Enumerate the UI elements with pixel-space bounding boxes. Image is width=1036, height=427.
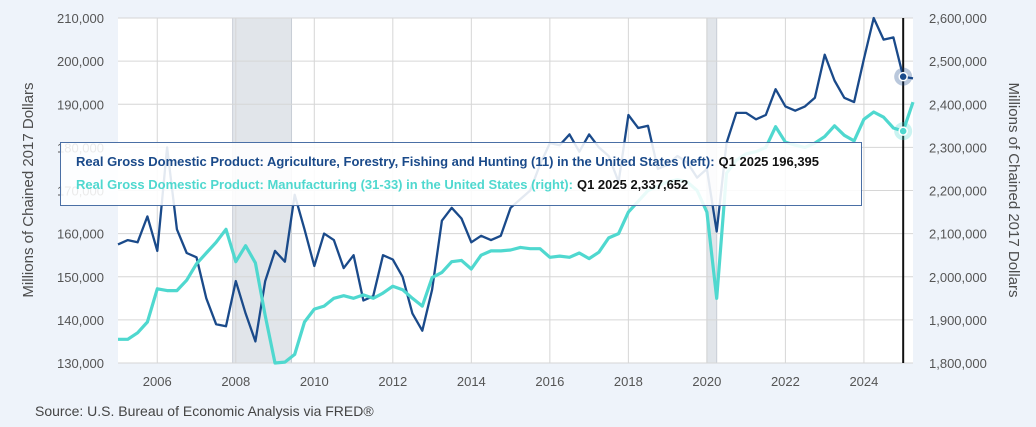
x-tick-label: 2022: [771, 374, 800, 389]
left-tick-label: 210,000: [57, 11, 104, 26]
source-note: Source: U.S. Bureau of Economic Analysis…: [35, 403, 374, 419]
tooltip-row-manufacturing: Real Gross Domestic Product: Manufacturi…: [76, 175, 847, 198]
x-tick-label: 2006: [143, 374, 172, 389]
x-axis-ticks: 2006 2008 2010 2012 2014 2016 2018 2020 2022 2024: [143, 374, 879, 389]
left-axis-label: Millions of Chained 2017 Dollars: [20, 82, 37, 297]
x-tick-label: 2008: [221, 374, 250, 389]
left-tick-label: 130,000: [57, 356, 104, 371]
x-tick-label: 2024: [849, 374, 878, 389]
right-tick-label: 1,900,000: [929, 313, 987, 328]
right-axis-ticks: 1,800,000 1,900,000 2,000,000 2,100,000 2,20…: [929, 11, 987, 371]
right-axis-label: Millions of Chained 2017 Dollars: [1005, 82, 1022, 297]
left-tick-label: 200,000: [57, 54, 104, 69]
left-tick-label: 190,000: [57, 97, 104, 112]
left-tick-label: 150,000: [57, 270, 104, 285]
x-tick-label: 2014: [457, 374, 486, 389]
x-tick-label: 2018: [614, 374, 643, 389]
cursor-marker-0: [898, 71, 908, 82]
right-tick-label: 2,600,000: [929, 11, 987, 26]
tooltip-series1-label: Real Gross Domestic Product: Agriculture…: [76, 154, 715, 169]
tooltip: Real Gross Domestic Product: Agriculture…: [60, 142, 862, 206]
right-tick-label: 2,500,000: [929, 54, 987, 69]
right-tick-label: 1,800,000: [929, 356, 987, 371]
x-tick-label: 2016: [535, 374, 564, 389]
cursor-marker-1: [898, 126, 908, 136]
x-tick-label: 2012: [378, 374, 407, 389]
right-tick-label: 2,300,000: [929, 140, 987, 155]
left-tick-label: 160,000: [57, 227, 104, 242]
tooltip-series2-value: Q1 2025 2,337,652: [576, 177, 689, 192]
right-tick-label: 2,000,000: [929, 270, 987, 285]
series-line-1[interactable]: [118, 101, 915, 365]
tooltip-series1-value: Q1 2025 196,395: [718, 154, 820, 169]
right-tick-label: 2,100,000: [929, 227, 987, 242]
right-tick-label: 2,200,000: [929, 184, 987, 199]
right-tick-label: 2,400,000: [929, 97, 987, 112]
left-tick-label: 140,000: [57, 313, 104, 328]
x-tick-label: 2020: [692, 374, 721, 389]
tooltip-series2-label: Real Gross Domestic Product: Manufacturi…: [76, 177, 573, 192]
tooltip-row-agriculture: Real Gross Domestic Product: Agriculture…: [76, 152, 847, 175]
x-tick-label: 2010: [300, 374, 329, 389]
cursor: [894, 18, 913, 363]
